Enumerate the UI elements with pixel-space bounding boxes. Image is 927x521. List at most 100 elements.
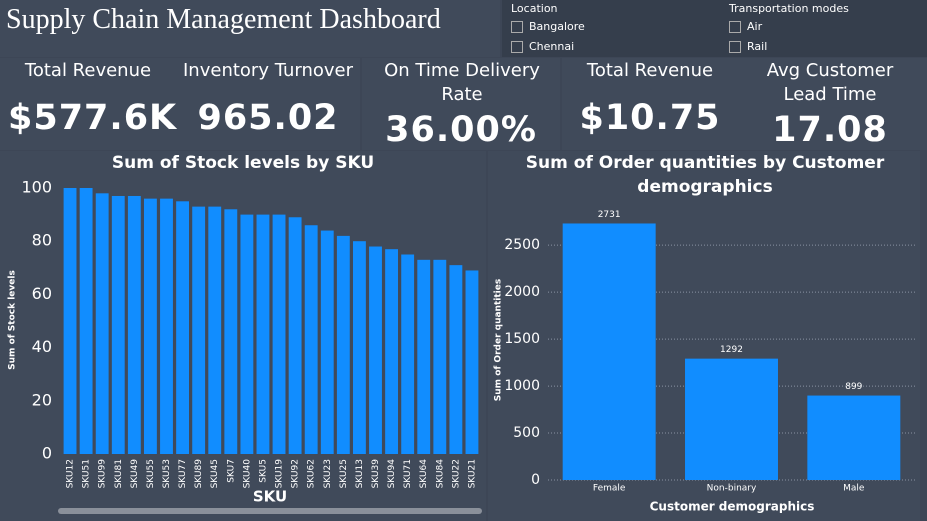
x-axis-label: SKU [253,488,287,506]
x-tick-label: SKU39 [371,459,381,489]
x-tick-label: SKU99 [98,459,108,489]
kpi-value: $577.6K [8,98,178,138]
kpi-value: 965.02 [197,98,339,138]
y-axis-label: Sum of Stock levels [8,270,18,370]
bar [385,249,399,454]
x-tick-label: Non-binary [707,484,757,494]
kpi-card [362,58,560,150]
bar [304,225,318,454]
x-tick-label: SKU92 [291,459,301,488]
bar [95,193,109,454]
x-tick-label: SKU13 [355,459,365,488]
slicer-panel [502,0,927,57]
bar [369,246,382,454]
bar [208,206,222,454]
kpi-label: Inventory Turnover [183,60,353,81]
x-tick-label: SKU19 [275,459,285,489]
kpi-label: Avg Customer Lead Time [766,60,894,105]
bar [417,259,431,454]
bar [63,188,77,454]
x-tick-label: SKU49 [130,459,140,489]
x-tick-label: SKU71 [403,459,413,488]
bar [401,254,415,454]
bar [562,223,656,480]
x-tick-label: SKU5 [258,459,268,483]
y-tick-label: 2500 [504,237,540,253]
x-tick-label: SKU45 [210,459,220,488]
bar [449,265,463,454]
x-tick-label: SKU23 [323,459,333,488]
x-tick-label: SKU55 [146,459,156,488]
bar [176,201,190,454]
kpi-card [562,58,927,150]
kpi-value: 17.08 [772,110,888,150]
x-tick-label: SKU64 [419,459,429,489]
bar [111,195,125,455]
scrollbar[interactable] [58,508,482,514]
slicer-item[interactable]: Air [729,20,762,33]
bar [288,217,302,454]
bar [192,206,206,454]
y-tick-label: 100 [21,178,52,197]
bar [807,395,901,480]
kpi-label: Total Revenue [24,60,152,81]
bar [685,358,778,480]
x-tick-label: SKU84 [435,459,445,489]
kpi-value: $10.75 [579,98,721,138]
dashboard-title: Supply Chain Management Dashboard [6,4,441,35]
bar [127,195,141,455]
x-tick-label: SKU40 [242,459,252,489]
bar [336,235,350,454]
y-tick-label: 60 [32,284,52,303]
chart-title: Sum of Order quantities by Customer demo… [525,153,885,197]
x-tick-label: SKU25 [339,459,349,488]
slicer-item[interactable]: Chennai [511,40,574,53]
y-tick-label: 40 [32,337,52,356]
y-tick-label: 500 [513,425,540,441]
bar [160,198,173,454]
kpi-label: On Time Delivery Rate [384,60,540,105]
y-tick-label: 1000 [504,378,540,394]
bar [433,259,447,454]
y-tick-label: 20 [32,390,52,409]
slicer-item[interactable]: Bangalore [511,20,585,33]
x-tick-label: SKU51 [82,459,92,488]
y-tick-label: 0 [42,444,52,463]
slicer-item[interactable]: Rail [729,40,767,53]
data-label: 899 [845,382,862,392]
x-tick-label: SKU89 [194,459,204,489]
slicer-title: Location [511,2,558,15]
bar [224,209,238,454]
bar [256,214,270,454]
x-tick-label: Female [593,484,626,494]
x-tick-label: SKU21 [467,459,477,488]
bar [272,214,286,454]
x-tick-label: SKU77 [178,459,188,488]
y-tick-label: 1500 [504,331,540,347]
x-axis-label: Customer demographics [650,500,815,514]
header-panel [0,0,500,57]
bar [352,241,366,454]
data-label: 1292 [720,345,743,355]
x-tick-label: SKU12 [66,459,76,488]
x-tick-label: SKU81 [114,459,124,488]
bar [465,270,479,454]
data-label: 2731 [598,210,621,220]
kpi-value: 36.00% [385,110,537,150]
slicer-title: Transportation modes [729,2,849,15]
kpi-label: Total Revenue [586,60,714,81]
y-axis-label: Sum of Order quantities [494,279,504,401]
x-tick-label: SKU53 [162,459,172,488]
bar [79,188,93,454]
bar [143,198,157,454]
chart-title: Sum of Stock levels by SKU [111,153,375,173]
y-tick-label: 2000 [504,284,540,300]
x-tick-label: SKU62 [307,459,317,488]
y-tick-label: 0 [531,472,540,488]
y-tick-label: 80 [32,231,52,250]
bar [240,214,254,454]
x-tick-label: SKU7 [226,459,236,483]
x-tick-label: Male [843,484,865,494]
bar [320,230,334,454]
